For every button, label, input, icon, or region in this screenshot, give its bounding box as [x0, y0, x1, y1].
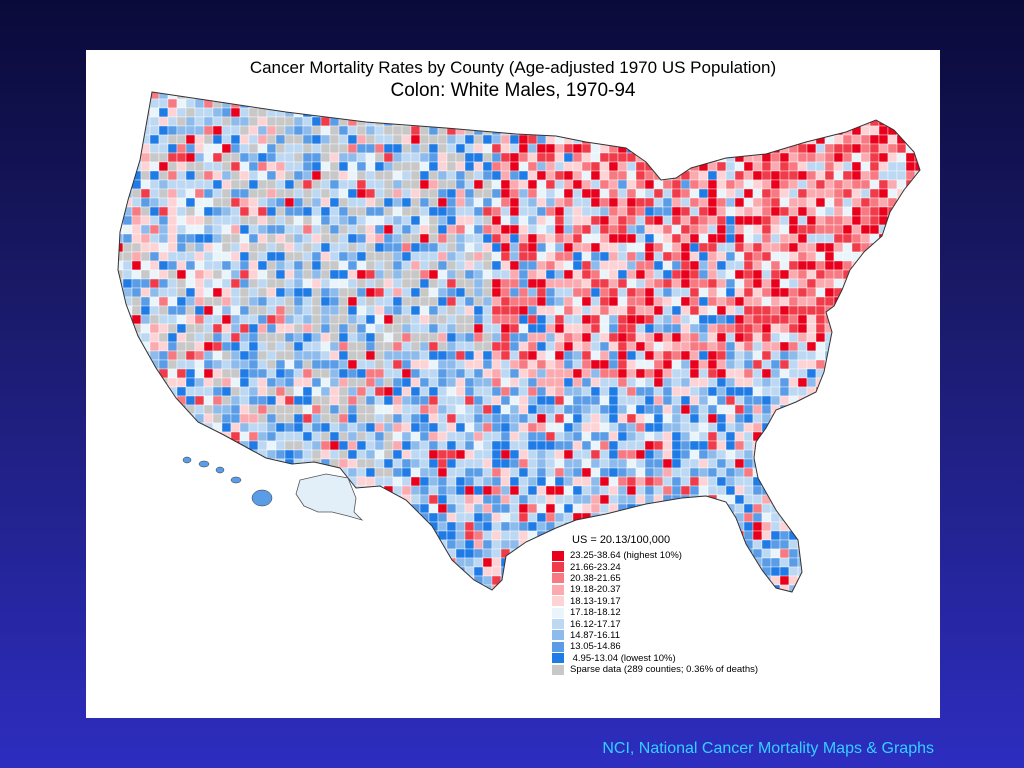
source-footer: NCI, National Cancer Mortality Maps & Gr… — [602, 740, 934, 757]
alaska-shape — [295, 473, 364, 521]
legend: US = 20.13/100,000 23.25-38.64 (highest … — [552, 534, 882, 675]
legend-label: 13.05-14.86 — [570, 641, 621, 653]
legend-swatch — [552, 596, 564, 607]
legend-item: 14.87-16.11 — [552, 630, 882, 641]
legend-swatch — [552, 653, 564, 664]
legend-rows: 23.25-38.64 (highest 10%) 21.66-23.24 20.3… — [552, 550, 882, 675]
legend-label: 21.66-23.24 — [570, 561, 621, 573]
legend-label: 18.13-19.17 — [570, 595, 621, 607]
legend-item: 4.95-13.04 (lowest 10%) — [552, 653, 882, 664]
legend-item: 21.66-23.24 — [552, 561, 882, 573]
hawaii-shape — [182, 456, 273, 507]
legend-label: 19.18-20.37 — [570, 584, 621, 596]
legend-swatch — [552, 619, 564, 630]
legend-swatch — [552, 584, 564, 595]
map-panel: Cancer Mortality Rates by County (Age-ad… — [86, 50, 940, 718]
legend-item: 18.13-19.17 — [552, 596, 882, 607]
legend-label: 23.25-38.64 (highest 10%) — [570, 550, 682, 562]
legend-swatch — [552, 664, 564, 675]
legend-label: 16.12-17.17 — [570, 618, 621, 630]
legend-swatch — [552, 641, 564, 652]
legend-item: 16.12-17.17 — [552, 618, 882, 630]
legend-item: 17.18-18.12 — [552, 607, 882, 618]
legend-swatch — [552, 573, 564, 584]
legend-label: 20.38-21.65 — [570, 572, 621, 584]
map-title: Cancer Mortality Rates by County (Age-ad… — [249, 58, 777, 77]
legend-header: US = 20.13/100,000 — [572, 534, 671, 546]
legend-item: 13.05-14.86 — [552, 641, 882, 652]
legend-item: Sparse data (289 counties; 0.36% of deat… — [552, 664, 882, 675]
legend-swatch — [552, 607, 564, 618]
legend-swatch — [552, 550, 564, 561]
legend-swatch — [552, 630, 564, 641]
legend-swatch — [552, 562, 564, 573]
legend-label: 17.18-18.12 — [570, 607, 621, 619]
legend-label: Sparse data (289 counties; 0.36% of deat… — [570, 664, 759, 676]
map-subtitle: Colon: White Males, 1970-94 — [390, 80, 636, 101]
legend-label: 14.87-16.11 — [570, 629, 621, 641]
legend-item: 19.18-20.37 — [552, 584, 882, 595]
us-county-map — [117, 91, 921, 593]
legend-item: 23.25-38.64 (highest 10%) — [552, 550, 882, 561]
legend-item: 20.38-21.65 — [552, 573, 882, 584]
legend-label: 4.95-13.04 (lowest 10%) — [570, 652, 676, 664]
